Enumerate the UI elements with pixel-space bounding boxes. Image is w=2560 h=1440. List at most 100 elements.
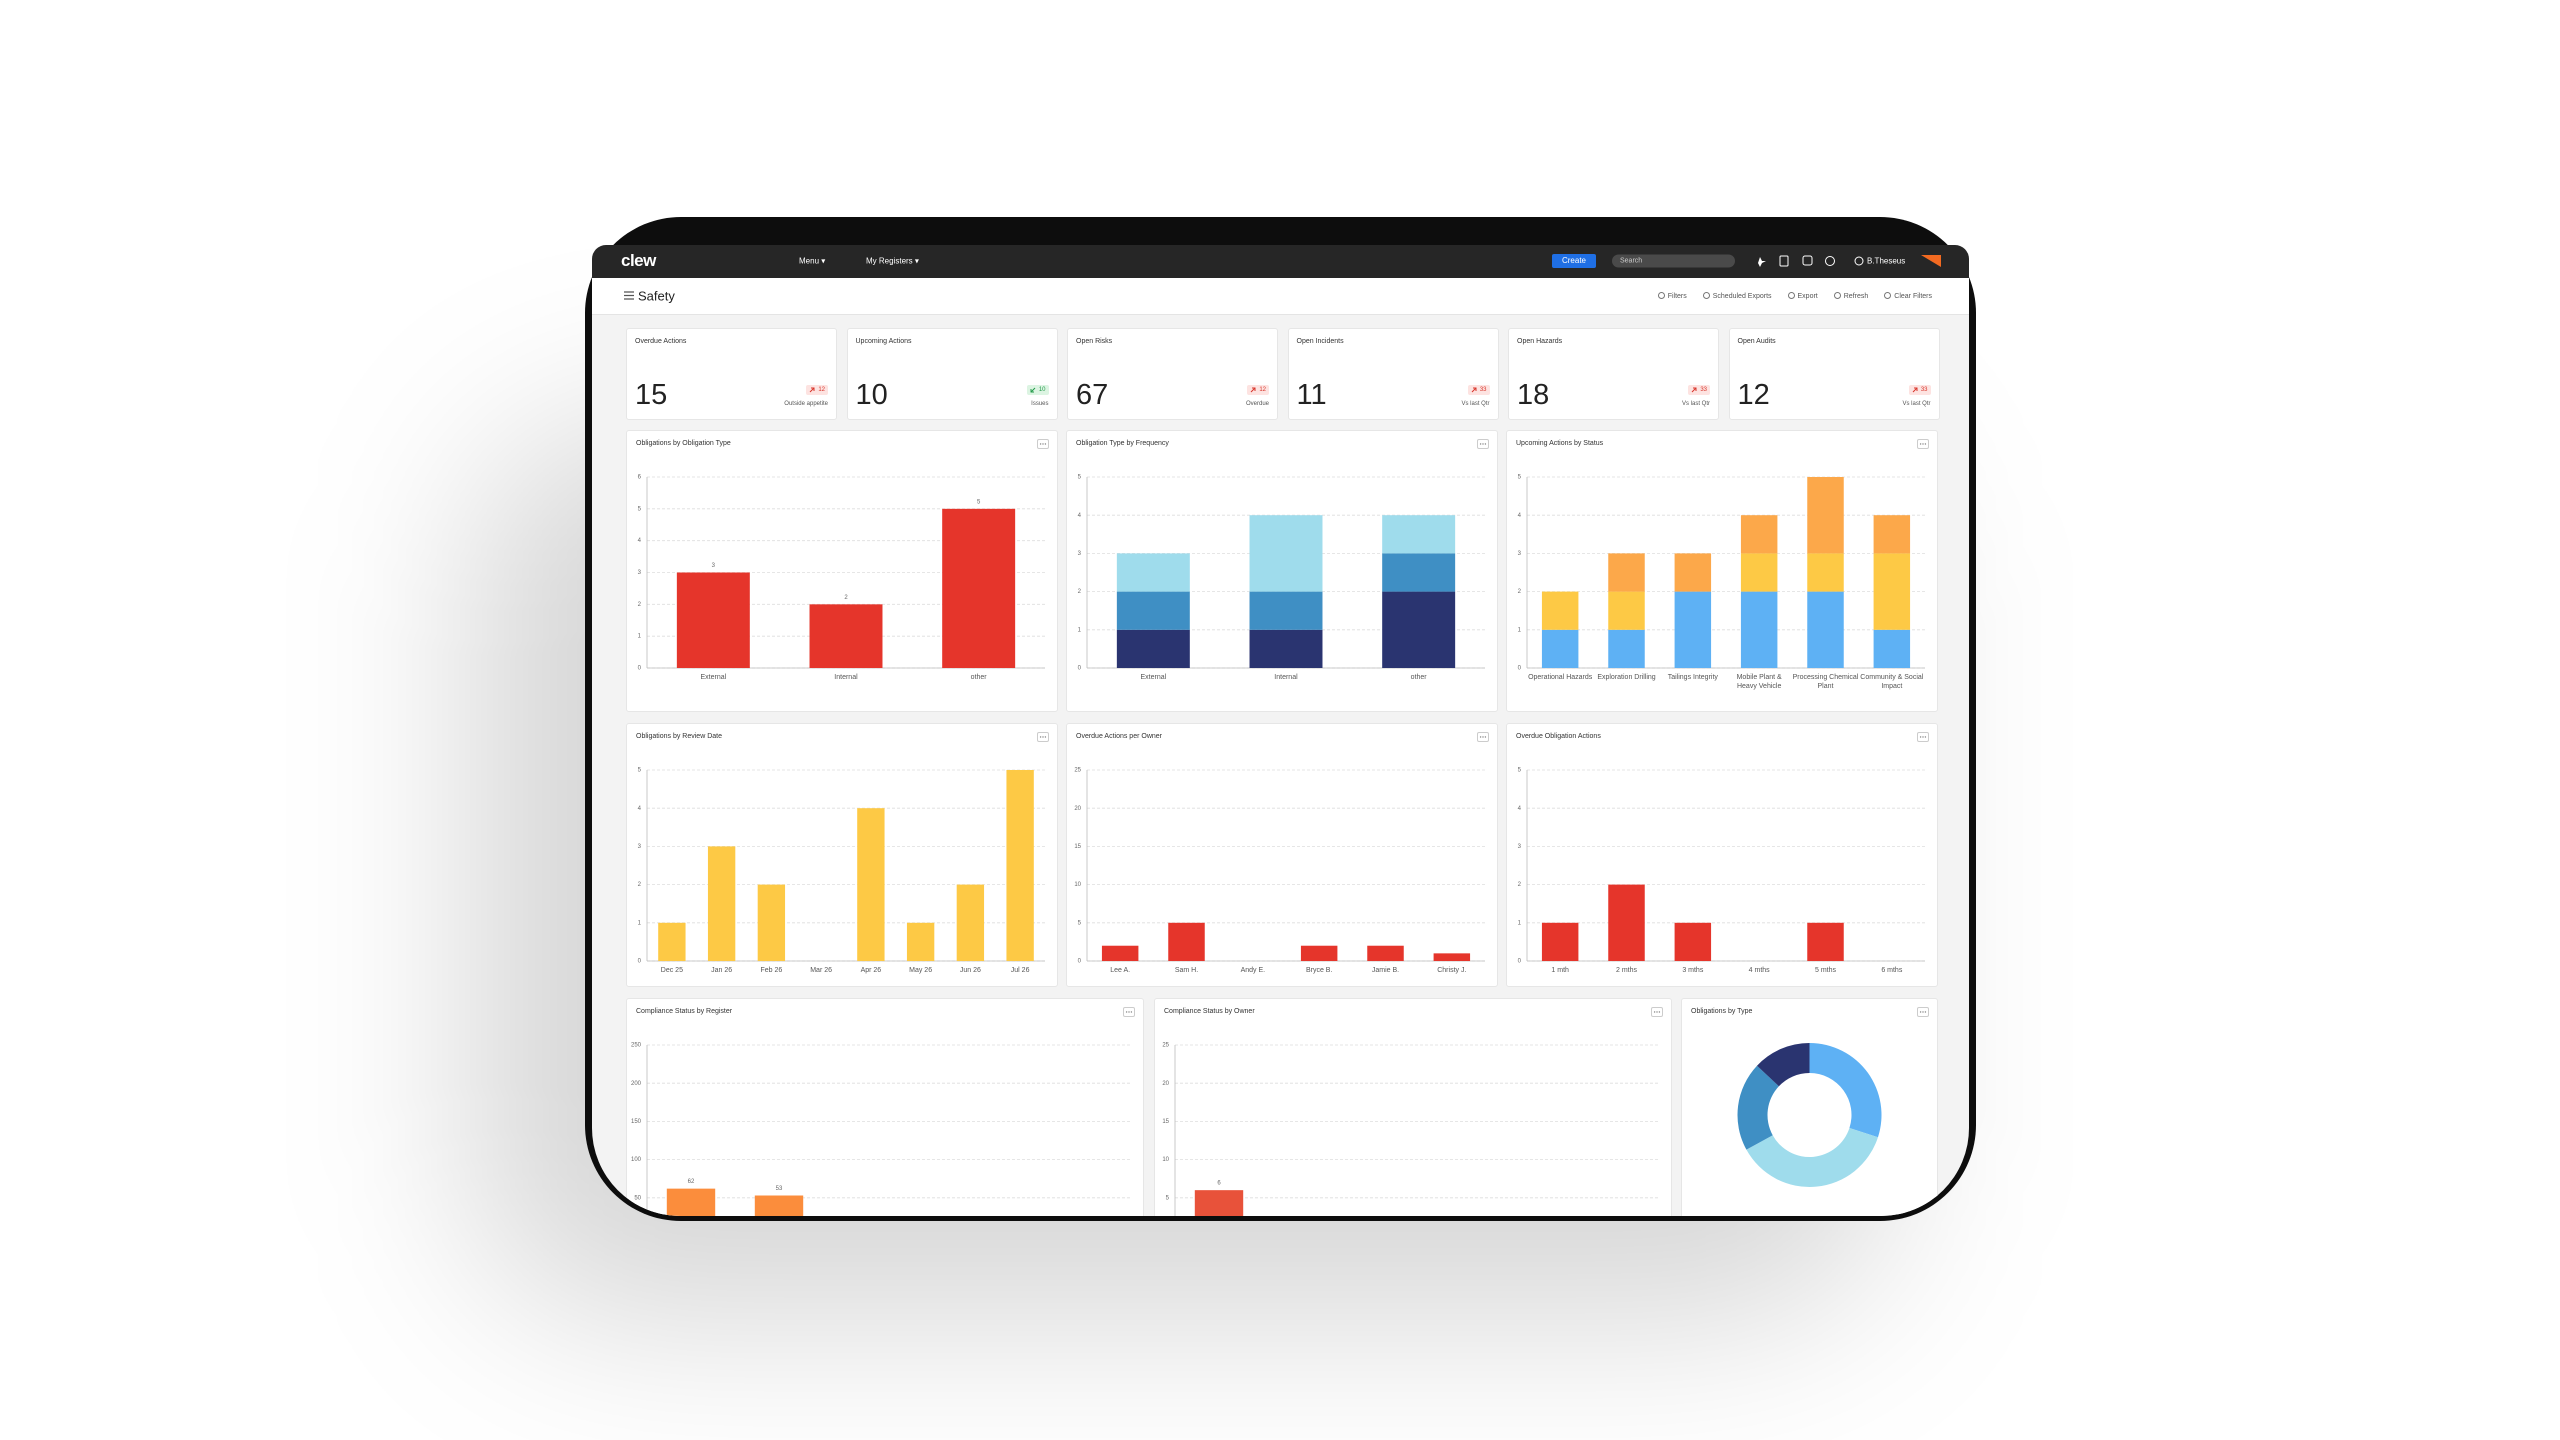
user-icon[interactable] — [1854, 256, 1864, 266]
chart-plot — [1737, 1043, 1882, 1187]
y-tick-label: 20 — [1162, 1081, 1169, 1087]
y-tick-label: 15 — [1074, 844, 1081, 850]
menu-dot — [1658, 1011, 1661, 1013]
y-tick-label: 25 — [1162, 1043, 1169, 1049]
kpi-badge: 12 — [1247, 385, 1269, 395]
bar-segment — [1541, 629, 1579, 668]
y-tick-label: 6 — [638, 475, 642, 481]
kpi-label: Upcoming Actions — [855, 338, 912, 345]
chart-title: Overdue Actions per Owner — [1076, 733, 1162, 740]
trend-arrow-path — [1030, 387, 1036, 393]
x-label-box: Lee A. — [1110, 967, 1130, 974]
bar-segment — [1382, 553, 1456, 592]
help-icon[interactable] — [1825, 256, 1835, 266]
menu-link[interactable]: Menu ▾ — [799, 256, 826, 266]
bar — [1433, 953, 1471, 961]
y-tick-label: 25 — [1074, 768, 1081, 774]
x-tick-label: Mobile Plant & Heavy Vehicle — [1736, 674, 1782, 690]
toolbar-button[interactable]: Clear Filters — [1881, 290, 1935, 302]
user-name[interactable]: B.Theseus — [1867, 256, 1906, 266]
toolbar-button[interactable]: Export — [1785, 290, 1821, 302]
bar-segment — [1608, 553, 1645, 592]
kpi-card: Open Audits 12 33 Vs last Qtr — [1728, 328, 1940, 420]
toolbar-button[interactable]: Scheduled Exports — [1700, 290, 1775, 302]
x-tick-label: Feb 26 — [760, 967, 783, 974]
x-tick-label: 6 mths — [1881, 967, 1903, 974]
kpi-value: 11 — [1296, 379, 1327, 411]
menu-text[interactable]: Menu — [799, 256, 820, 266]
data-label: 5 — [977, 499, 981, 505]
kpi-badge: 33 — [1688, 385, 1710, 395]
bar — [1367, 945, 1404, 961]
chart-menu[interactable] — [1123, 1007, 1135, 1017]
bell-icon[interactable] — [1802, 255, 1813, 266]
x-label-box: Jan 26 — [711, 967, 732, 974]
registers-text[interactable]: My Registers — [866, 256, 913, 266]
chart-plot: 0 1 2 3 4 5 6 External 3 Internal 2 other 5 — [638, 475, 1045, 681]
x-label-box: Bryce B. — [1306, 967, 1332, 974]
trend-arrow — [1471, 387, 1477, 393]
toolbar-buttons: Filters Scheduled Exports Export Refresh Cle… — [1655, 290, 1935, 302]
bar-segment — [1807, 591, 1844, 668]
tablet-frame: clew Menu ▾ My Registers ▾ Create Search… — [585, 217, 1976, 1221]
registers-link[interactable]: My Registers ▾ — [866, 256, 919, 266]
bar — [956, 884, 985, 961]
doc-icon[interactable] — [1779, 255, 1789, 267]
chart-menu[interactable] — [1651, 1007, 1663, 1017]
kpi-badge-value: 12 — [1259, 387, 1266, 393]
toolbar-button[interactable]: Filters — [1655, 290, 1690, 302]
y-tick-label: 1 — [1518, 920, 1522, 926]
kpi-badge-value: 10 — [1038, 387, 1046, 393]
menu-icon[interactable] — [624, 291, 634, 300]
chart-menu[interactable] — [1037, 439, 1049, 449]
y-tick-label: 5 — [1518, 475, 1522, 481]
chart-menu[interactable] — [1037, 732, 1049, 742]
menu-dot — [1924, 443, 1927, 445]
kpi-card: Open Risks 67 12 Overdue — [1067, 328, 1278, 420]
kpi-label: Open Audits — [1737, 338, 1776, 345]
chart-plot: 0 5 10 15 20 25 Lee A. Sam H. Andy E. Bryce B. Jam… — [1074, 768, 1485, 974]
y-tick-label: 50 — [634, 1195, 641, 1201]
toolbar-button[interactable]: Refresh — [1831, 290, 1872, 302]
x-tick-label: 4 mths — [1748, 967, 1770, 974]
logo[interactable]: clew — [621, 251, 656, 270]
menu-dot — [1484, 736, 1487, 738]
x-tick-label: Community & Social Impact — [1860, 674, 1924, 690]
y-tick-label: 1 — [1518, 627, 1522, 633]
chart-card: Obligations by Type — [1681, 998, 1938, 1216]
bar — [1006, 770, 1034, 961]
bar-segment — [1807, 553, 1844, 592]
x-tick-label: Jul 26 — [1010, 967, 1030, 974]
chart-card: Overdue Obligation Actions 0 1 2 3 4 5 1 mth 2 m… — [1506, 723, 1938, 987]
kpi-note: Issues — [1031, 401, 1049, 407]
x-label-box: 3 mths — [1682, 967, 1703, 974]
menu-dot — [1924, 736, 1927, 738]
chart-menu[interactable] — [1917, 732, 1929, 742]
menu-dot — [1479, 736, 1482, 738]
x-tick-label: 1 mth — [1551, 967, 1569, 974]
chart-menu[interactable] — [1917, 439, 1929, 449]
bar — [707, 846, 736, 961]
menu-dot — [1044, 736, 1047, 738]
chart-menu[interactable] — [1917, 1007, 1929, 1017]
y-tick-label: 2 — [1518, 589, 1522, 595]
trend-arrow — [1691, 387, 1697, 393]
chart-menu[interactable] — [1477, 439, 1489, 449]
chart-menu[interactable] — [1477, 732, 1489, 742]
kpi-value: 67 — [1076, 379, 1109, 411]
kpi-badge-value: 33 — [1920, 387, 1928, 393]
search-box[interactable]: Search — [1612, 254, 1735, 268]
bar — [666, 1188, 716, 1216]
y-tick-label: 2 — [638, 882, 642, 888]
bar — [1300, 945, 1338, 961]
menu-dot — [1044, 443, 1047, 445]
top-bar: clew Menu ▾ My Registers ▾ Create Search… — [592, 245, 1969, 278]
x-label-box: 6 mths — [1881, 967, 1903, 974]
ai-icon[interactable] — [1758, 257, 1766, 267]
bar — [754, 1195, 804, 1216]
bar — [1807, 922, 1844, 961]
y-tick-label: 3 — [638, 844, 642, 850]
y-tick-label: 4 — [638, 806, 642, 812]
create-button[interactable]: Create — [1552, 254, 1596, 268]
